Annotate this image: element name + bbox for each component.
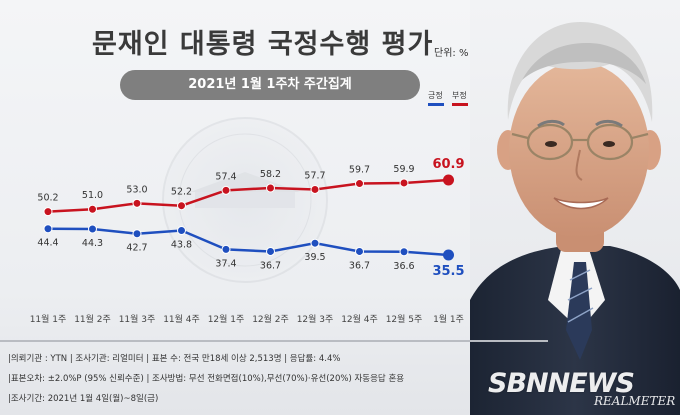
survey-line-3: |조사기간: 2021년 1월 4일(월)~8일(금)	[8, 394, 159, 404]
negative-data-label: 58.2	[260, 169, 281, 180]
president-portrait	[470, 0, 680, 415]
positive-data-label: 44.3	[82, 238, 103, 249]
positive-data-label: 44.4	[37, 238, 58, 249]
x-tick-label: 11월 2주	[74, 313, 111, 325]
positive-data-label: 43.8	[171, 239, 192, 250]
positive-series-line	[47, 227, 449, 257]
sbn-news-watermark: SBNNEWS	[488, 368, 635, 399]
negative-data-label: 50.2	[37, 193, 58, 204]
legend-positive: 긍정	[428, 90, 444, 106]
page-title: 문재인 대통령 국정수행 평가	[92, 29, 434, 60]
negative-point	[221, 185, 231, 195]
positive-data-label: 36.6	[393, 261, 414, 272]
positive-point	[355, 246, 364, 256]
x-tick-label: 11월 3주	[119, 313, 156, 325]
x-tick-label: 12월 5주	[386, 313, 423, 325]
negative-data-label: 57.7	[304, 170, 325, 181]
negative-data-label: 59.7	[349, 165, 370, 176]
positive-point	[132, 229, 142, 239]
negative-point	[43, 207, 53, 217]
survey-line-2: |표본오차: ±2.0%P (95% 신뢰수준) | 조사방법: 무선 전화면접…	[8, 374, 405, 384]
negative-point	[132, 198, 142, 208]
negative-point	[88, 204, 97, 214]
x-tick-label: 11월 1주	[30, 313, 67, 325]
legend-negative-swatch	[452, 103, 468, 106]
positive-point	[399, 247, 409, 257]
positive-data-label: 37.4	[215, 258, 236, 269]
unit-label: 단위: %	[434, 48, 469, 59]
line-chart: 50.2 51.0 53.0 52.2 57.4 58.2 57.7 59.7 59.9 60.9…	[30, 117, 465, 325]
x-tick-label: 12월 1주	[208, 313, 245, 325]
negative-data-label: 59.9	[393, 164, 414, 175]
positive-data-label: 42.7	[126, 243, 147, 254]
legend-positive-label: 긍정	[428, 91, 443, 100]
x-tick-label: 1월 1주	[433, 313, 464, 325]
negative-data-label: 52.2	[171, 187, 192, 198]
positive-data-label: 35.5	[432, 264, 464, 279]
positive-point	[221, 244, 231, 254]
positive-point	[43, 224, 53, 234]
negative-point	[266, 183, 275, 193]
x-tick-label: 12월 2주	[252, 313, 289, 325]
negative-point	[355, 179, 364, 189]
negative-data-label: 53.0	[126, 184, 147, 195]
x-tick-label: 12월 3주	[297, 313, 334, 325]
negative-data-label: 51.0	[82, 190, 103, 201]
legend-negative: 부정	[452, 90, 468, 106]
survey-line-1: |의뢰기관 : YTN | 조사기관: 리얼미터 | 표본 수: 전국 만18세…	[8, 354, 341, 364]
positive-point	[88, 224, 97, 234]
x-tick-label: 12월 4주	[341, 313, 378, 325]
legend-negative-label: 부정	[452, 91, 467, 100]
negative-point	[177, 201, 186, 211]
negative-data-label: 57.4	[215, 171, 236, 182]
legend-positive-swatch	[428, 103, 444, 106]
positive-data-label: 39.5	[304, 252, 325, 263]
negative-data-label: 60.9	[432, 157, 464, 172]
positive-point	[177, 225, 186, 235]
positive-data-label: 36.7	[260, 260, 281, 271]
positive-point	[266, 246, 275, 256]
negative-series-line	[47, 178, 449, 213]
positive-point	[310, 238, 320, 248]
period-pill: 2021년 1월 1주차 주간집계	[120, 70, 420, 100]
negative-point	[310, 184, 320, 194]
negative-point	[399, 178, 409, 188]
x-tick-label: 11월 4주	[163, 313, 200, 325]
realmeter-watermark: REALMETER	[594, 394, 676, 408]
survey-info: |의뢰기관 : YTN | 조사기관: 리얼미터 | 표본 수: 전국 만18세…	[0, 340, 680, 415]
negative-point	[443, 174, 454, 186]
seal-watermark-icon	[162, 117, 328, 283]
positive-point	[443, 249, 454, 261]
footer-divider	[0, 340, 548, 342]
positive-data-label: 36.7	[349, 260, 370, 271]
